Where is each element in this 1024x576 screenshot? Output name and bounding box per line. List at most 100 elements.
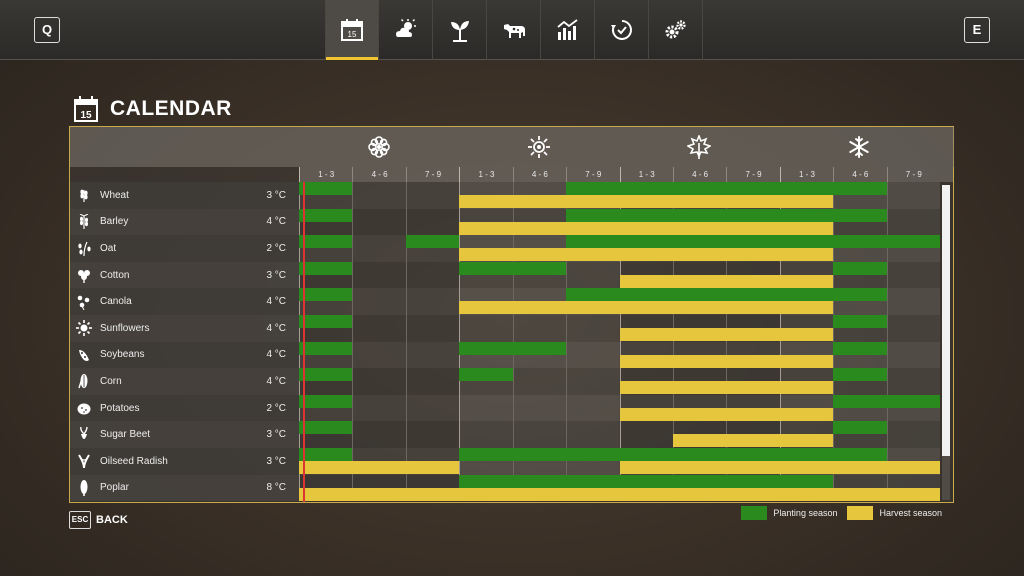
- scrollbar-thumb[interactable]: [942, 185, 950, 456]
- month-cell: [833, 341, 886, 369]
- sunflower-icon: [76, 320, 92, 337]
- month-cell: [405, 394, 460, 422]
- month-range-label: 4 - 6: [512, 167, 566, 182]
- crop-row[interactable]: Oat 2 °C: [70, 235, 940, 262]
- month-cell: [886, 368, 940, 395]
- month-cell: [352, 235, 406, 262]
- planting-season-bar: [299, 208, 353, 222]
- page-header: 15 CALENDAR: [74, 96, 232, 122]
- harvest-season-bar: [619, 354, 834, 368]
- planting-season-bar: [833, 341, 887, 355]
- planting-season-bar: [833, 261, 887, 275]
- tab-statistics[interactable]: [541, 0, 595, 60]
- crop-row[interactable]: Potatoes 2 °C: [70, 394, 940, 422]
- crop-season-grid: [299, 421, 940, 448]
- month-cell: [566, 421, 619, 448]
- planting-season-bar: [459, 341, 567, 355]
- crop-name: Cotton: [100, 269, 130, 281]
- month-cell: [833, 394, 886, 422]
- legend: Planting season Harvest season: [741, 506, 952, 520]
- poplar-icon: [80, 479, 88, 496]
- month-cell: [886, 261, 940, 289]
- month-cell: [886, 208, 940, 236]
- crop-row[interactable]: Sugar Beet 3 °C: [70, 421, 940, 448]
- crop-row[interactable]: Corn 4 °C: [70, 368, 940, 395]
- crop-name: Wheat: [100, 189, 129, 201]
- tab-settings[interactable]: [649, 0, 703, 60]
- planting-season-bar: [566, 235, 940, 249]
- planting-season-bar: [299, 341, 353, 355]
- crop-season-grid: [299, 288, 940, 315]
- tab-animals[interactable]: [487, 0, 541, 60]
- harvest-season-bar: [619, 328, 834, 341]
- crop-row[interactable]: Oilseed Radish 3 °C: [70, 448, 940, 475]
- month-cell: [619, 421, 673, 448]
- crop-season-grid: [299, 368, 940, 395]
- soybean-icon: [79, 349, 89, 361]
- calendar-icon: 15: [74, 96, 98, 122]
- planting-season-bar: [299, 288, 353, 302]
- tab-contracts[interactable]: [595, 0, 649, 60]
- month-cell: [352, 182, 406, 209]
- scrollbar[interactable]: [942, 185, 950, 500]
- wheat-icon: [80, 189, 88, 203]
- tab-calendar[interactable]: 15: [325, 0, 379, 60]
- crop-row[interactable]: Soybeans 4 °C: [70, 341, 940, 369]
- month-cell: [886, 394, 940, 422]
- crop-row[interactable]: Wheat 3 °C: [70, 182, 940, 209]
- crop-min-temperature: 2 °C: [266, 242, 286, 254]
- harvest-season-bar: [299, 487, 940, 501]
- planting-season-bar: [299, 261, 353, 275]
- crop-row[interactable]: Cotton 3 °C: [70, 261, 940, 289]
- svg-text:15: 15: [80, 110, 92, 121]
- planting-season-bar: [299, 421, 353, 435]
- autumn-leaf-icon: [687, 135, 711, 159]
- month-cell: [405, 341, 460, 369]
- month-range-label: 4 - 6: [672, 167, 726, 182]
- crop-label: Poplar 8 °C: [70, 474, 299, 502]
- next-tab-key-e[interactable]: E: [964, 17, 990, 43]
- month-cell: [833, 288, 886, 315]
- month-cell: [566, 394, 619, 422]
- month-cell: [512, 368, 566, 395]
- tab-crops[interactable]: [433, 0, 487, 60]
- harvest-legend-swatch: [847, 506, 874, 520]
- crop-name: Corn: [100, 375, 122, 387]
- month-cell: [886, 341, 940, 369]
- crop-name: Canola: [100, 296, 132, 308]
- month-range-label: 7 - 9: [886, 167, 940, 182]
- harvest-season-bar: [299, 461, 460, 474]
- crop-row[interactable]: Canola 4 °C: [70, 288, 940, 315]
- back-button[interactable]: ESC BACK: [69, 511, 128, 529]
- crop-row[interactable]: Sunflowers 4 °C: [70, 315, 940, 342]
- month-cell: [459, 341, 512, 369]
- prev-tab-key-q[interactable]: Q: [34, 17, 60, 43]
- tab-weather[interactable]: [379, 0, 433, 60]
- harvest-legend-label: Harvest season: [879, 508, 942, 518]
- planting-season-bar: [459, 368, 513, 382]
- crop-row[interactable]: Barley 4 °C: [70, 208, 940, 236]
- planting-season-bar: [459, 448, 887, 461]
- month-cell: [512, 261, 566, 289]
- month-cell: [352, 288, 406, 315]
- planting-season-bar: [459, 474, 834, 488]
- planting-season-bar: [833, 394, 940, 408]
- harvest-season-bar: [619, 461, 940, 474]
- svg-text:15: 15: [348, 30, 357, 39]
- oilseed-radish-icon: [78, 454, 90, 469]
- crop-name: Oilseed Radish: [100, 455, 168, 467]
- month-range-label: 1 - 3: [299, 167, 352, 182]
- cow-icon: [503, 24, 525, 38]
- month-cell: [833, 235, 886, 262]
- month-range-label: 4 - 6: [352, 167, 405, 182]
- planting-season-bar: [299, 368, 353, 382]
- month-range-label: 1 - 3: [779, 167, 833, 182]
- month-cell: [405, 421, 460, 448]
- back-label: BACK: [96, 514, 128, 526]
- crop-row[interactable]: Poplar 8 °C: [70, 474, 940, 502]
- month-range-label: 1 - 3: [459, 167, 512, 182]
- season-header: [70, 127, 954, 167]
- statistics-icon: [556, 19, 578, 40]
